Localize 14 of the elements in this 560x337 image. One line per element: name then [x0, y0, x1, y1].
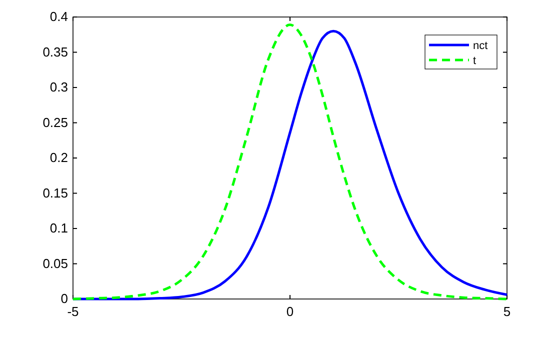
- y-tick-label: 0.25: [42, 114, 68, 130]
- y-tick-label: 0.4: [50, 9, 68, 24]
- x-tick-label: -5: [67, 304, 79, 319]
- x-tick-label: 5: [503, 304, 511, 319]
- y-tick-label: 0.2: [50, 150, 68, 165]
- y-tick-label: 0.1: [50, 220, 68, 236]
- x-tick-label: 0: [286, 304, 294, 319]
- y-tick-label: 0: [60, 291, 68, 306]
- y-tick-label: 0.05: [42, 256, 68, 271]
- legend-label: nct: [473, 40, 488, 52]
- y-tick-label: 0.15: [42, 185, 68, 200]
- legend-label: t: [473, 55, 476, 67]
- y-tick-label: 0.3: [50, 80, 68, 94]
- y-tick-label: 0.35: [42, 44, 68, 60]
